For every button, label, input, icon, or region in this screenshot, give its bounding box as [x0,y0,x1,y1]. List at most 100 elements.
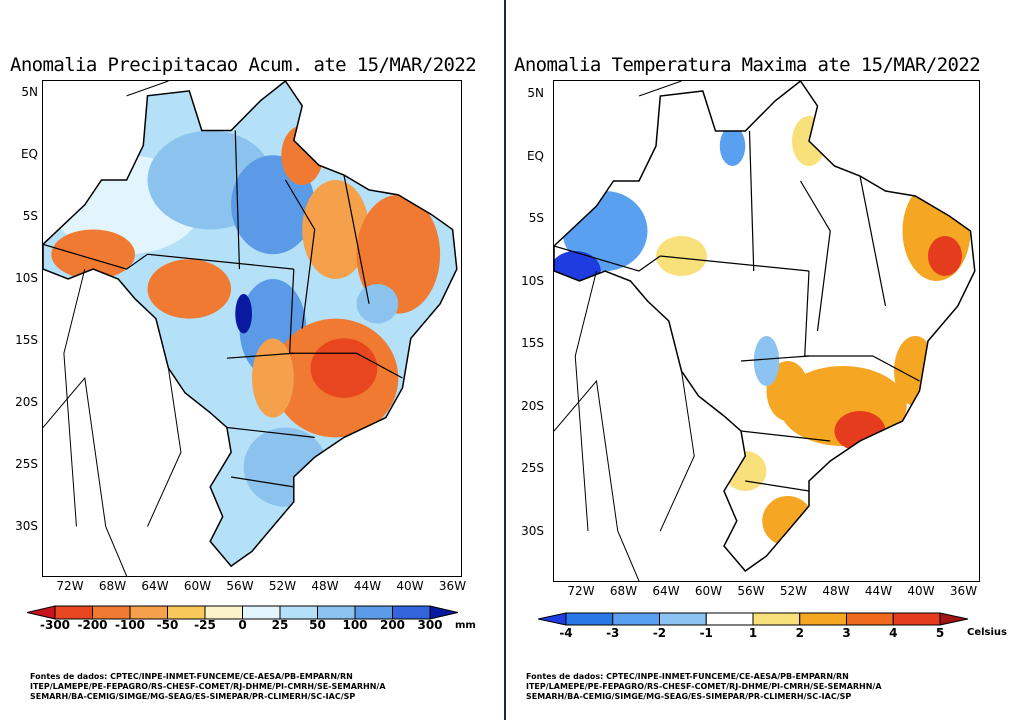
colorbar-label: 25 [271,618,289,632]
country-border [147,368,182,527]
colorbar-unit: mm [455,620,476,631]
country-border [659,370,695,532]
anomaly-region [252,338,294,418]
temperature-map [553,80,980,582]
colorbar [27,605,458,620]
colorbar-swatch [705,612,754,626]
colorbar-swatch [892,612,941,626]
state-border [234,130,241,270]
source-line: SEMARH/BA-CEMIG/SIMGE/MG-SEAG/ES-SIMEPAR… [30,692,356,701]
colorbar-label: -300 [39,618,71,632]
state-border [43,243,148,270]
latitude-label: EQ [20,147,38,161]
state-border [226,352,294,359]
colorbar-label: 2 [795,626,804,640]
anomaly-region [762,496,814,546]
colorbar-swatch [846,612,894,626]
colorbar-swatch [429,605,458,620]
colorbar-label: -50 [156,618,179,632]
country-border [43,376,128,576]
country-border [574,270,597,532]
longitude-label: 68W [609,584,638,598]
anomaly-region [656,236,707,276]
precipitation-anomaly-panel: Anomalia Precipitacao Acum. ate 15/MAR/2… [0,0,505,720]
colorbar-label: 3 [842,626,851,640]
max-temperature-anomaly-panel: Anomalia Temperatura Maxima ate 15/MAR/2… [506,0,1024,720]
state-border [859,175,887,307]
state-border [554,245,661,272]
latitude-label: EQ [526,148,544,163]
state-border [740,355,810,362]
longitude-label: 56W [737,584,765,598]
state-border [284,179,316,329]
brazil-fill [554,81,975,571]
colorbar-swatch [612,612,660,626]
longitude-label: 36W [438,579,467,593]
latitude-label: 20S [521,398,544,413]
country-border [63,268,86,527]
state-border [343,174,370,304]
colorbar-label: -100 [114,618,146,632]
latitude-label: 20S [15,395,38,409]
country-border [638,81,682,97]
latitude-label: 25S [521,461,544,475]
state-border [748,130,755,272]
colorbar-unit: Celsius [967,627,1007,638]
data-sources: Fontes de dados: CPTEC/INPE-INMET-FUNCEM… [526,672,882,702]
colorbar-label: 5 [935,626,945,640]
longitude-label: 52W [779,584,808,598]
anomaly-region [147,259,232,319]
colorbar-label: -1 [699,626,713,640]
longitude-label: 68W [98,579,127,593]
longitude-label: 72W [567,584,595,598]
colorbar-label: -2 [652,626,667,640]
brazil-outline [554,81,976,573]
anomaly-region [928,236,962,276]
colorbar-label: 4 [889,626,898,640]
map-title: Anomalia Precipitacao Acum. ate 15/MAR/2… [10,54,477,76]
latitude-label: 25S [15,457,38,471]
colorbar-label: 0 [238,618,247,632]
panel-divider [504,0,506,720]
anomaly-region [753,336,780,386]
state-border [288,269,403,379]
latitude-label: 5N [21,85,38,99]
state-border [226,426,315,438]
colorbar-label: 200 [379,618,406,632]
longitude-label: 40W [907,584,935,598]
colorbar-label: 300 [417,618,443,632]
colorbar-label: 1 [748,626,758,640]
latitude-label: 5S [528,211,544,225]
longitude-label: 40W [396,579,424,593]
country-border [126,81,169,97]
latitude-label: 10S [15,271,38,285]
latitude-label: 10S [521,273,544,288]
colorbar-label: -4 [559,626,573,640]
map-title: Anomalia Temperatura Maxima ate 15/MAR/2… [514,54,981,76]
longitude-label: 36W [949,584,978,598]
state-border [147,253,294,270]
longitude-label: 60W [694,584,723,598]
colorbar-swatch [799,612,847,626]
colorbar-swatch [659,612,707,626]
longitude-label: 64W [141,579,169,593]
longitude-label: 48W [311,579,339,593]
latitude-label: 5N [527,86,544,100]
state-border [740,430,831,442]
longitude-label: 48W [822,584,850,598]
brazil-outline [43,81,458,568]
anomaly-region [834,411,886,451]
latitude-label: 15S [521,336,544,350]
country-border [554,379,640,581]
longitude-label: 60W [183,579,212,593]
source-line: Fontes de dados: CPTEC/INPE-INMET-FUNCEM… [526,672,849,681]
longitude-label: 64W [652,584,680,598]
anomaly-region [310,338,378,398]
anomaly-region [302,180,370,279]
state-border [804,270,920,382]
precipitation-map [42,80,462,577]
longitude-label: 44W [353,579,382,593]
colorbar [538,612,968,626]
latitude-label: 30S [521,523,544,538]
data-sources: Fontes de dados: CPTEC/INPE-INMET-FUNCEM… [30,672,386,702]
